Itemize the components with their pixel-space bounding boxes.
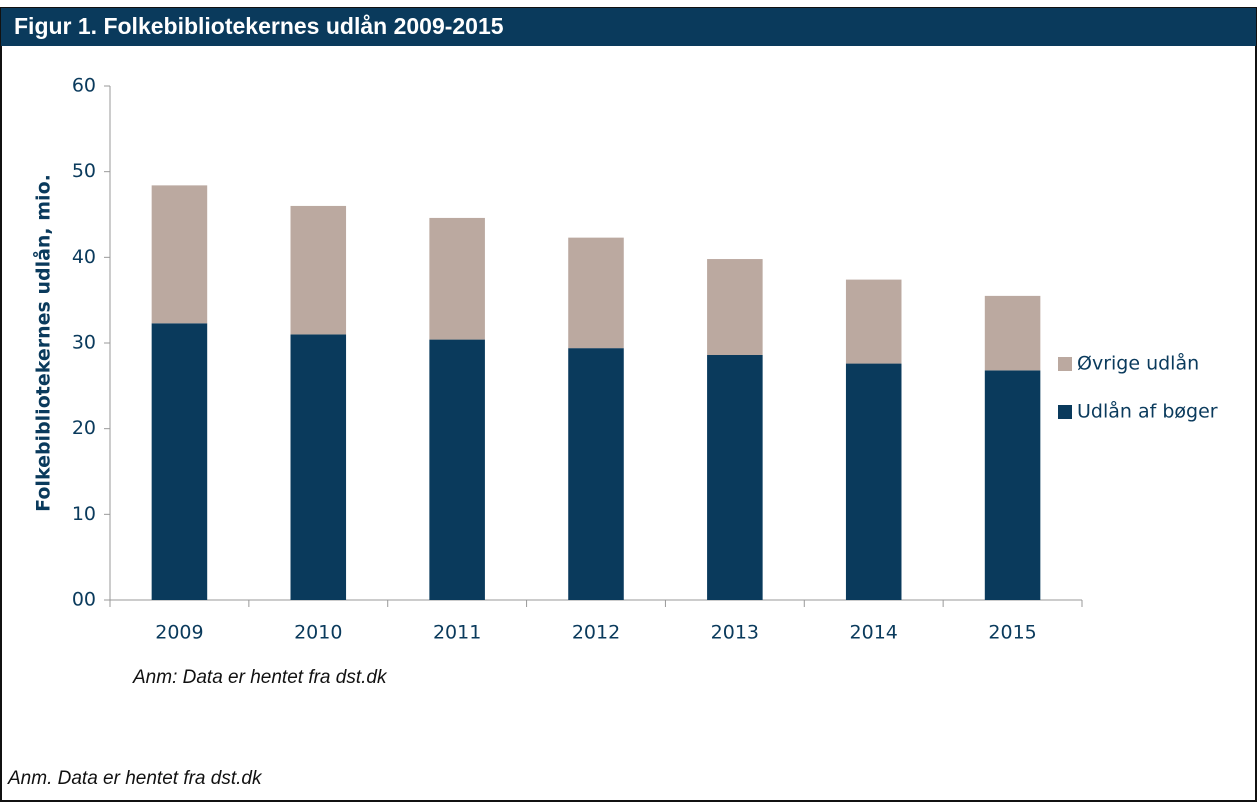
y-tick-label: 40 xyxy=(72,246,96,268)
x-tick-label: 2012 xyxy=(572,622,620,644)
bar-segment xyxy=(429,217,485,340)
bar-segment xyxy=(707,259,763,355)
bar-segment xyxy=(845,363,902,600)
bar-segment xyxy=(151,185,208,324)
y-tick-label: 50 xyxy=(72,160,96,182)
y-tick-label: 00 xyxy=(72,589,96,611)
x-tick-label: 2011 xyxy=(433,622,481,644)
legend-swatch xyxy=(1058,357,1072,371)
bar-segment xyxy=(845,279,902,364)
bar-segment xyxy=(707,354,763,600)
y-tick-label: 60 xyxy=(72,75,96,97)
footnote: Anm. Data er hentet fra dst.dk xyxy=(7,768,263,789)
bar-segment xyxy=(151,323,208,600)
x-tick-label: 2013 xyxy=(711,622,759,644)
chart-note: Anm: Data er hentet fra dst.dk xyxy=(132,667,388,688)
y-tick-label: 30 xyxy=(72,332,96,354)
bar-segment xyxy=(984,295,1041,371)
bar-segment xyxy=(290,334,347,600)
y-tick-label: 20 xyxy=(72,417,96,439)
bar-segment xyxy=(568,348,624,600)
chart-title: Figur 1. Folkebibliotekernes udlån 2009-… xyxy=(14,13,504,39)
x-tick-label: 2015 xyxy=(988,622,1036,644)
legend-swatch xyxy=(1058,405,1072,419)
bar-segment xyxy=(429,339,485,600)
bar-segment xyxy=(568,237,624,349)
bar-segment xyxy=(984,370,1041,600)
title-bar xyxy=(1,8,1256,46)
x-tick-label: 2014 xyxy=(850,622,898,644)
legend-label: Udlån af bøger xyxy=(1077,400,1218,423)
x-tick-label: 2010 xyxy=(294,622,342,644)
y-axis-label: Folkebibliotekernes udlån, mio. xyxy=(31,174,55,512)
bar-segment xyxy=(290,205,347,335)
y-tick-label: 10 xyxy=(72,503,96,525)
x-tick-label: 2009 xyxy=(155,622,203,644)
legend-label: Øvrige udlån xyxy=(1077,352,1199,375)
